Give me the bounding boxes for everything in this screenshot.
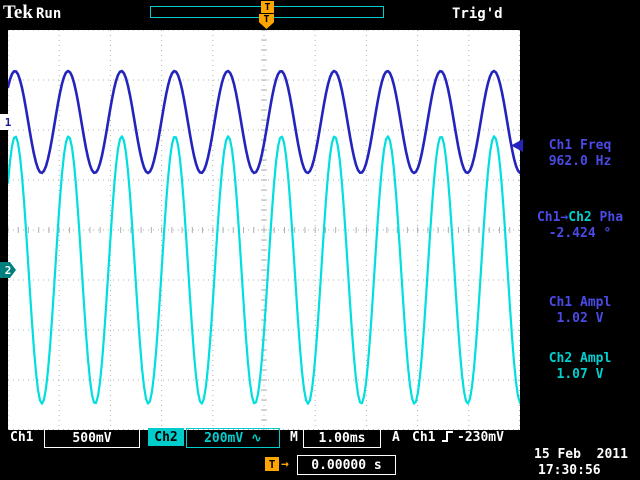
ch1-scale-readout: 500mV (44, 428, 140, 448)
ch1-ground-marker: 1 (0, 114, 16, 130)
ch2-label-badge: Ch2 (148, 428, 184, 446)
trigger-mode-label: A (392, 430, 400, 445)
measurement-label: Ch1 Ampl (548, 295, 612, 310)
timebase-label: M (290, 430, 298, 445)
grid-dots (7, 29, 520, 431)
waveform-display (6, 29, 522, 431)
measurement-value: 1.02 V (556, 311, 604, 326)
measurement-label: Ch1→Ch2 Pha (536, 210, 624, 225)
trigger-position-top-marker: T (261, 1, 274, 13)
rising-edge-icon (442, 431, 453, 442)
ac-coupling-icon: ∿ (251, 430, 262, 446)
measurement-phase: Ch1→Ch2 Pha -2.424 ° (524, 210, 636, 242)
ch1-label: Ch1 (10, 430, 34, 445)
measurement-ch2-ampl: Ch2 Ampl 1.07 V (524, 351, 636, 383)
ch1-waveform (6, 69, 522, 175)
trigger-level-readout: -230mV (457, 430, 504, 445)
measurement-label: Ch2 Ampl (548, 351, 612, 366)
ch2-waveform (6, 135, 522, 405)
graticule (6, 29, 522, 431)
trigger-arrow-icon: → (281, 457, 289, 472)
trigger-position-readout: 0.00000 s (297, 455, 396, 475)
trigger-time-marker: T (265, 457, 279, 471)
trigger-position-pointer-icon: T (259, 14, 274, 29)
ch2-scale-readout: 200mV ∿ (186, 428, 280, 448)
ch2-ground-marker: 2 (0, 262, 16, 278)
measurement-label: Ch1 Freq (548, 138, 612, 153)
acquisition-state: Run (36, 6, 62, 22)
timebase-readout: 1.00ms (303, 428, 381, 448)
trigger-source: Ch1 (412, 430, 436, 445)
measurement-value: -2.424 ° (548, 226, 612, 241)
date-display: 15 Feb 2011 (534, 447, 628, 462)
tek-logo: Tek (3, 2, 33, 23)
time-display: 17:30:56 (538, 463, 601, 478)
measurement-ch1-freq: Ch1 Freq 962.0 Hz (524, 138, 636, 170)
trigger-status: Trig'd (452, 6, 503, 22)
measurement-ch1-ampl: Ch1 Ampl 1.02 V (524, 295, 636, 327)
measurement-value: 962.0 Hz (548, 154, 612, 169)
measurement-value: 1.07 V (556, 367, 604, 382)
